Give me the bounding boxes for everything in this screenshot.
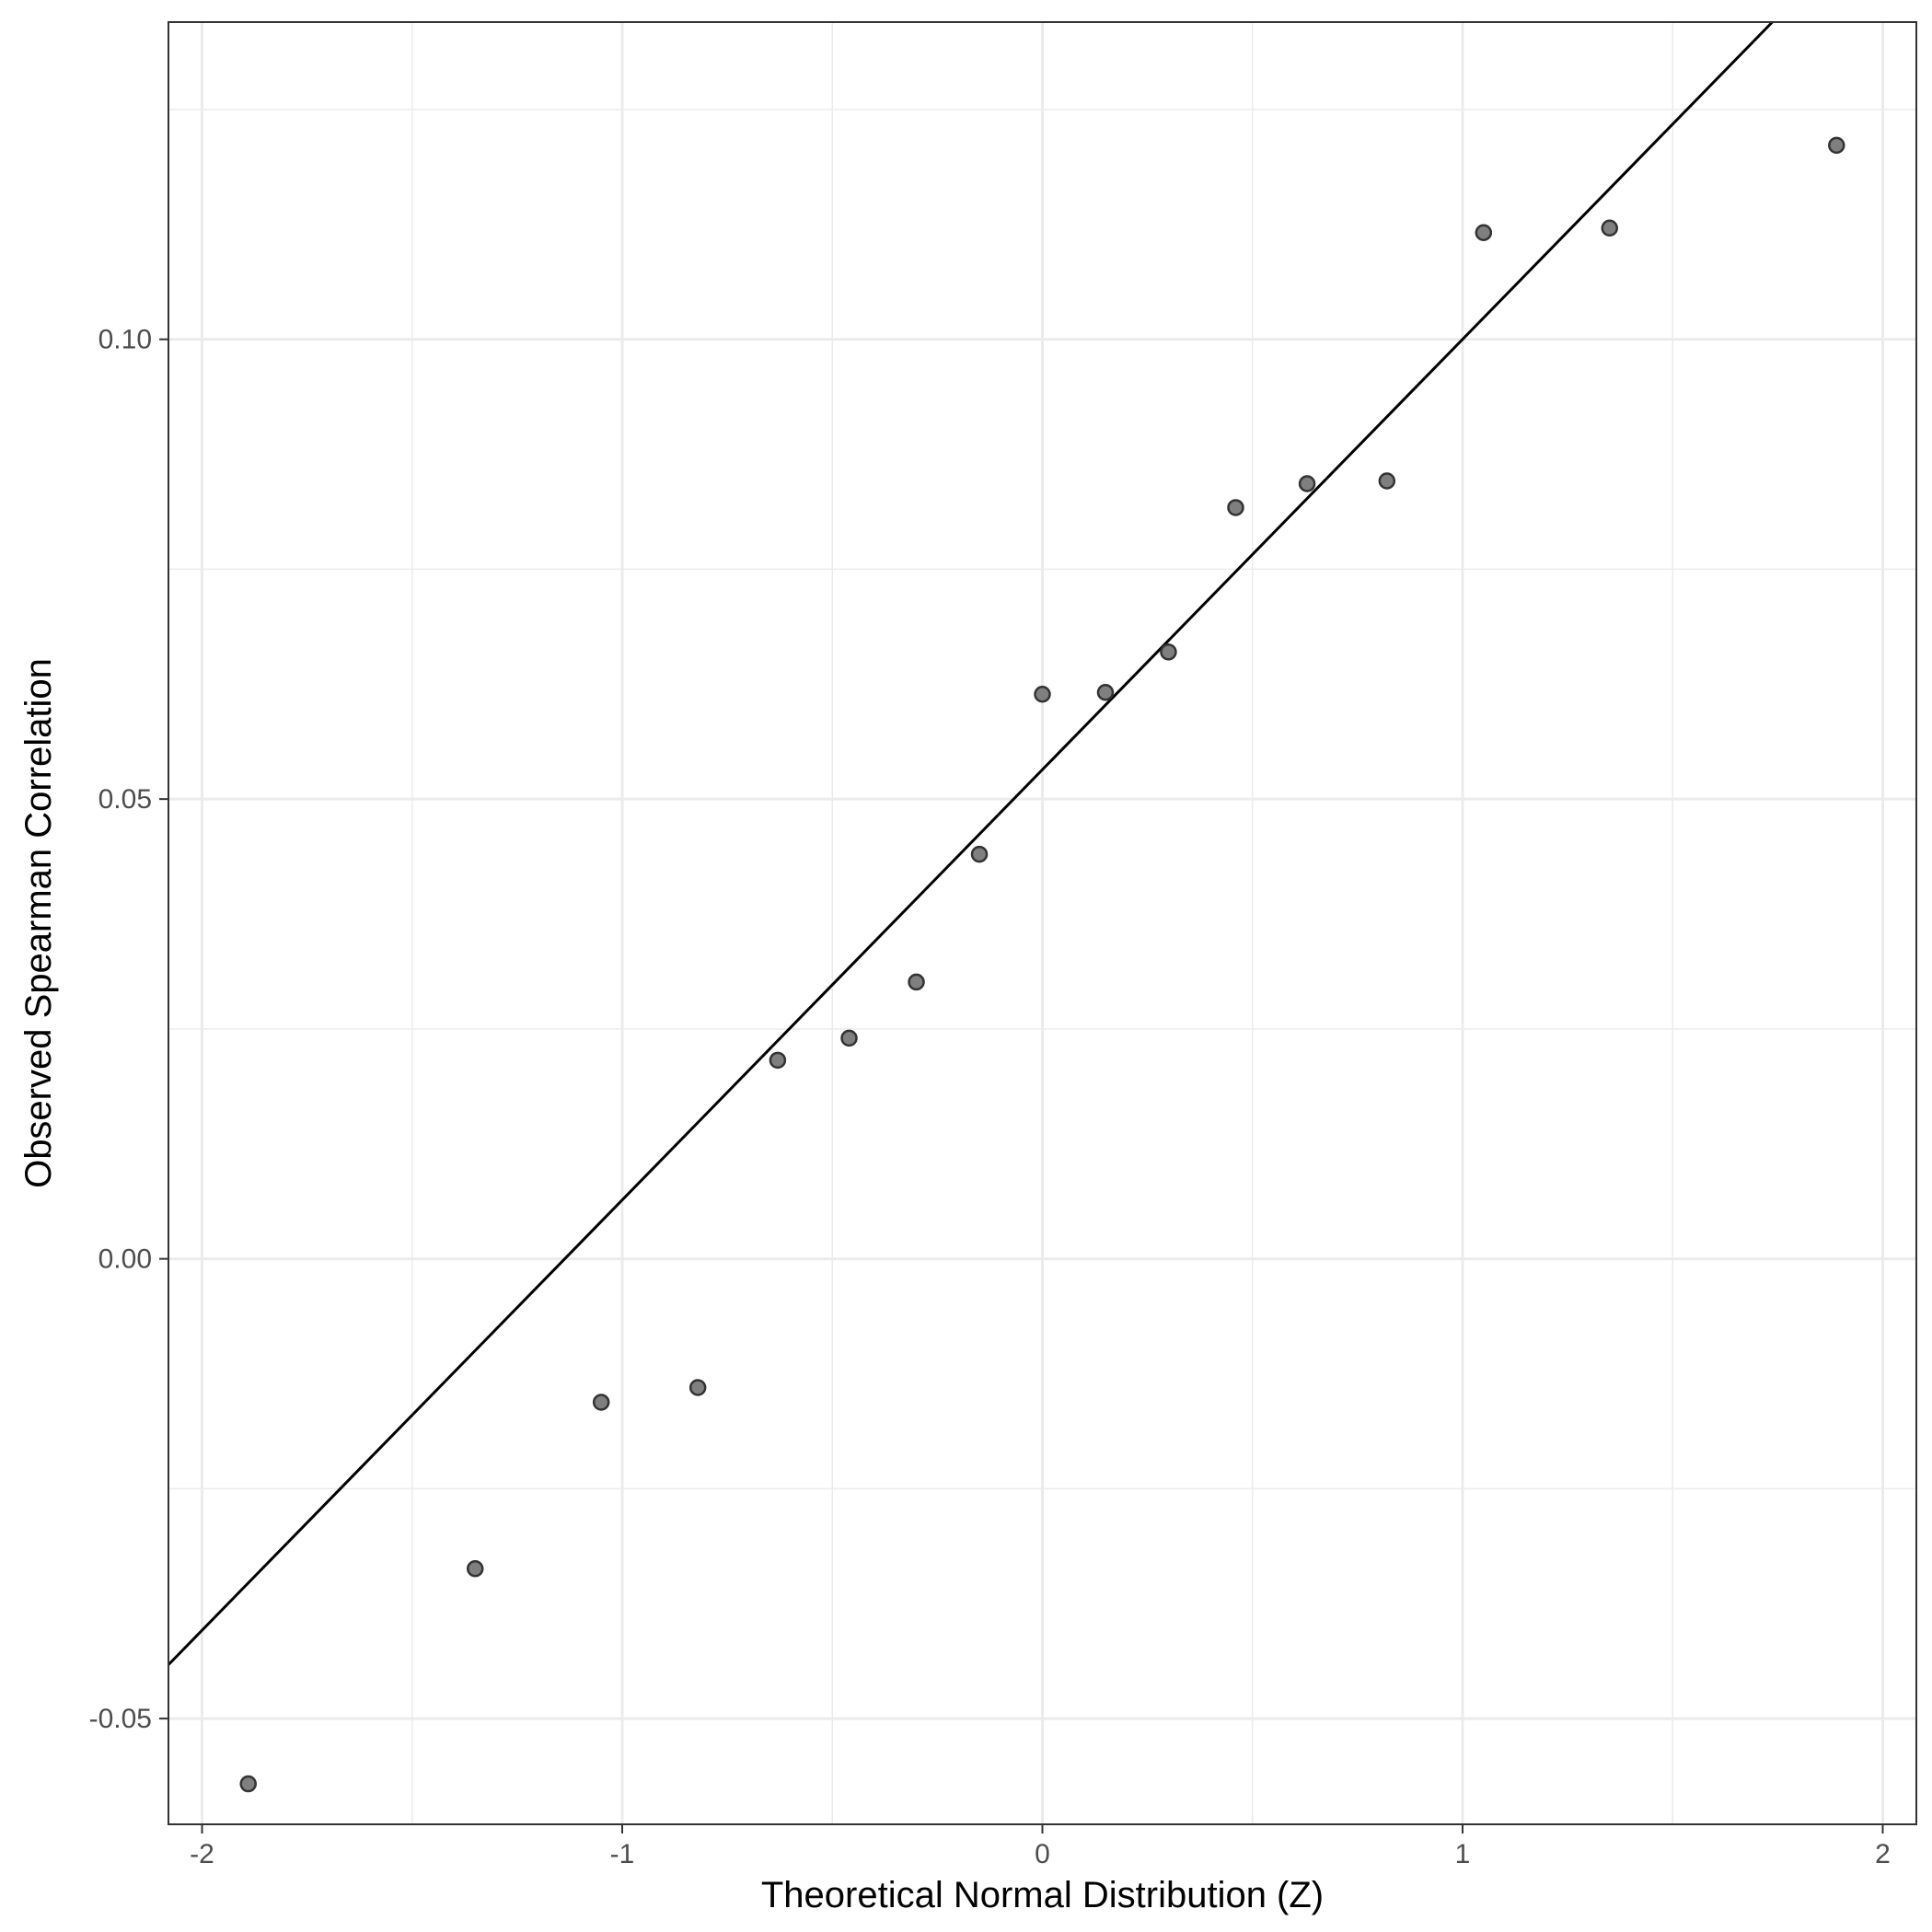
data-point	[1601, 219, 1619, 237]
x-tick-label: -2	[190, 1839, 214, 1869]
data-point	[840, 1029, 858, 1047]
data-point	[1828, 136, 1845, 155]
data-points	[239, 136, 1845, 1793]
y-tick-label: -0.05	[89, 1704, 152, 1734]
data-point	[1475, 224, 1493, 242]
data-point	[908, 973, 925, 991]
data-point	[239, 1775, 257, 1793]
reference-line	[167, 20, 1774, 1666]
y-tick-label: 0.05	[98, 784, 152, 815]
x-tick-label: -1	[610, 1839, 635, 1869]
data-point	[1096, 684, 1115, 701]
y-axis-ticks: -0.05 0.00 0.05 0.10	[89, 325, 168, 1734]
y-tick-label: 0.00	[98, 1244, 152, 1275]
y-axis-title: Observed Spearman Correlation	[18, 658, 59, 1188]
data-point	[466, 1560, 484, 1578]
x-tick-label: 0	[1035, 1839, 1050, 1869]
x-axis-title: Theoretical Normal Distribution (Z)	[761, 1875, 1324, 1915]
data-point	[592, 1394, 610, 1411]
data-point	[688, 1379, 707, 1396]
x-tick-label: 2	[1875, 1839, 1891, 1869]
x-tick-label: 1	[1455, 1839, 1471, 1869]
data-point	[1378, 472, 1396, 490]
y-tick-label: 0.10	[98, 325, 152, 355]
data-point	[1298, 475, 1316, 492]
data-point	[1160, 643, 1177, 661]
data-point	[1227, 499, 1244, 516]
data-point	[1034, 686, 1051, 703]
x-axis-ticks: -2 -1 0 1 2	[190, 1824, 1891, 1869]
data-point	[769, 1051, 787, 1070]
major-gridlines	[168, 22, 1916, 1824]
data-point	[970, 845, 989, 863]
